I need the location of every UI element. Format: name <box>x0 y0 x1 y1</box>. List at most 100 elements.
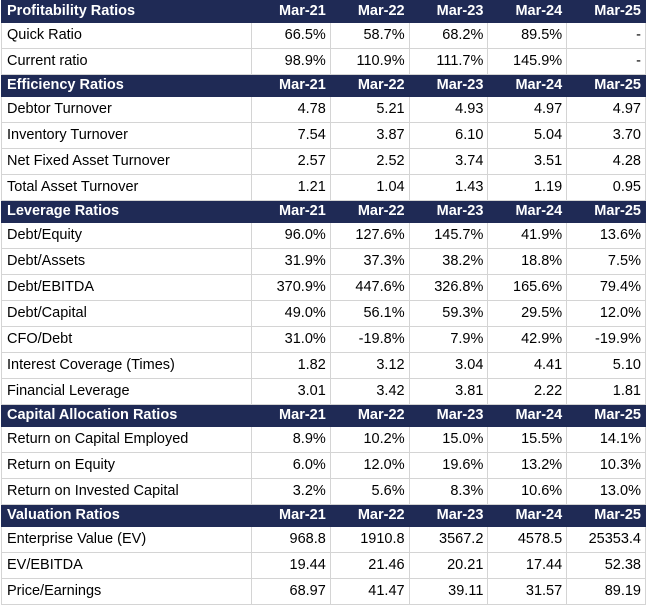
cell-value: 5.04 <box>487 122 568 149</box>
cell-value: 12.0% <box>566 300 646 327</box>
cell-value: 89.5% <box>487 22 568 49</box>
table-row: CFO/Debt 31.0% -19.8% 7.9% 42.9% -19.9% <box>1 326 646 353</box>
column-header: Mar-21 <box>251 74 331 97</box>
cell-value: 3.74 <box>408 148 489 175</box>
column-header: Mar-24 <box>487 74 568 97</box>
cell-value: 17.44 <box>487 552 568 579</box>
cell-value: 110.9% <box>329 48 410 75</box>
table-row: Enterprise Value (EV) 968.8 1910.8 3567.2 45… <box>1 526 646 553</box>
table-row: Debt/Assets 31.9% 37.3% 38.2% 18.8% 7.5% <box>1 248 646 275</box>
table-row: Debt/Capital 49.0% 56.1% 59.3% 29.5% 12.0% <box>1 300 646 327</box>
cell-value: 79.4% <box>566 274 646 301</box>
table-row: Inventory Turnover 7.54 3.87 6.10 5.04 3.70 <box>1 122 646 149</box>
cell-value: 13.6% <box>566 222 646 249</box>
column-header: Mar-23 <box>408 504 489 527</box>
cell-value: 89.19 <box>566 578 646 605</box>
cell-value: 18.8% <box>487 248 568 275</box>
row-label: Enterprise Value (EV) <box>1 526 252 553</box>
row-label: Inventory Turnover <box>1 122 252 149</box>
cell-value: 3.87 <box>329 122 410 149</box>
cell-value: 2.57 <box>251 148 331 175</box>
table-row: Price/Earnings 68.97 41.47 39.11 31.57 89.19 <box>1 578 646 605</box>
section-title: Valuation Ratios <box>1 504 252 527</box>
cell-value: 4.93 <box>408 96 489 123</box>
row-label: Price/Earnings <box>1 578 252 605</box>
row-label: Return on Equity <box>1 452 252 479</box>
cell-value: 3.70 <box>566 122 646 149</box>
cell-value: 15.5% <box>487 426 568 453</box>
section-title: Capital Allocation Ratios <box>1 404 252 427</box>
column-header: Mar-24 <box>487 0 568 23</box>
table-row: Debtor Turnover 4.78 5.21 4.93 4.97 4.97 <box>1 96 646 123</box>
section-title: Efficiency Ratios <box>1 74 252 97</box>
cell-value: 145.7% <box>408 222 489 249</box>
cell-value: 7.5% <box>566 248 646 275</box>
cell-value: 165.6% <box>487 274 568 301</box>
cell-value: 3.12 <box>329 352 410 379</box>
table-row: Return on Equity 6.0% 12.0% 19.6% 13.2% 10.3% <box>1 452 646 479</box>
cell-value: 39.11 <box>408 578 489 605</box>
column-header: Mar-25 <box>566 404 646 427</box>
row-label: Debt/Assets <box>1 248 252 275</box>
cell-value: 1.81 <box>566 378 646 405</box>
row-label: Return on Invested Capital <box>1 478 252 505</box>
section-title: Leverage Ratios <box>1 200 252 223</box>
cell-value: 29.5% <box>487 300 568 327</box>
column-header: Mar-23 <box>408 0 489 23</box>
column-header: Mar-24 <box>487 404 568 427</box>
column-header: Mar-24 <box>487 504 568 527</box>
table-row: Current ratio 98.9% 110.9% 111.7% 145.9% - <box>1 48 646 75</box>
cell-value: 14.1% <box>566 426 646 453</box>
row-label: CFO/Debt <box>1 326 252 353</box>
cell-value: 98.9% <box>251 48 331 75</box>
column-header: Mar-25 <box>566 200 646 223</box>
cell-value: 68.2% <box>408 22 489 49</box>
cell-value: 127.6% <box>329 222 410 249</box>
row-label: EV/EBITDA <box>1 552 252 579</box>
cell-value: 10.3% <box>566 452 646 479</box>
column-header: Mar-21 <box>251 0 331 23</box>
cell-value: 41.47 <box>329 578 410 605</box>
cell-value: 13.2% <box>487 452 568 479</box>
row-label: Interest Coverage (Times) <box>1 352 252 379</box>
cell-value: 8.3% <box>408 478 489 505</box>
cell-value: 4578.5 <box>487 526 568 553</box>
column-header: Mar-25 <box>566 74 646 97</box>
cell-value: 370.9% <box>251 274 331 301</box>
section-header-capital-allocation-ratios: Capital Allocation Ratios Mar-21 Mar-22 Mar… <box>1 404 646 427</box>
cell-value: 4.28 <box>566 148 646 175</box>
cell-value: 2.52 <box>329 148 410 175</box>
column-header: Mar-25 <box>566 0 646 23</box>
cell-value: 56.1% <box>329 300 410 327</box>
cell-value: 7.54 <box>251 122 331 149</box>
table-row: Quick Ratio 66.5% 58.7% 68.2% 89.5% - <box>1 22 646 49</box>
cell-value: 2.22 <box>487 378 568 405</box>
table-row: Net Fixed Asset Turnover 2.57 2.52 3.74 3.51… <box>1 148 646 175</box>
cell-value: 145.9% <box>487 48 568 75</box>
table-row: Financial Leverage 3.01 3.42 3.81 2.22 1.81 <box>1 378 646 405</box>
column-header: Mar-23 <box>408 74 489 97</box>
cell-value: 1.04 <box>329 174 410 201</box>
cell-value: 3.42 <box>329 378 410 405</box>
row-label: Debt/EBITDA <box>1 274 252 301</box>
cell-value: 41.9% <box>487 222 568 249</box>
cell-value: 10.6% <box>487 478 568 505</box>
row-label: Total Asset Turnover <box>1 174 252 201</box>
cell-value: 25353.4 <box>566 526 646 553</box>
cell-value: 38.2% <box>408 248 489 275</box>
cell-value: 1.82 <box>251 352 331 379</box>
cell-value: 31.9% <box>251 248 331 275</box>
cell-value: 21.46 <box>329 552 410 579</box>
column-header: Mar-21 <box>251 504 331 527</box>
cell-value: 42.9% <box>487 326 568 353</box>
cell-value: 6.10 <box>408 122 489 149</box>
column-header: Mar-25 <box>566 504 646 527</box>
cell-value: 8.9% <box>251 426 331 453</box>
cell-value: 6.0% <box>251 452 331 479</box>
cell-value: 59.3% <box>408 300 489 327</box>
cell-value: -19.9% <box>566 326 646 353</box>
column-header: Mar-21 <box>251 404 331 427</box>
cell-value: 96.0% <box>251 222 331 249</box>
table-row: Total Asset Turnover 1.21 1.04 1.43 1.19 0.95 <box>1 174 646 201</box>
